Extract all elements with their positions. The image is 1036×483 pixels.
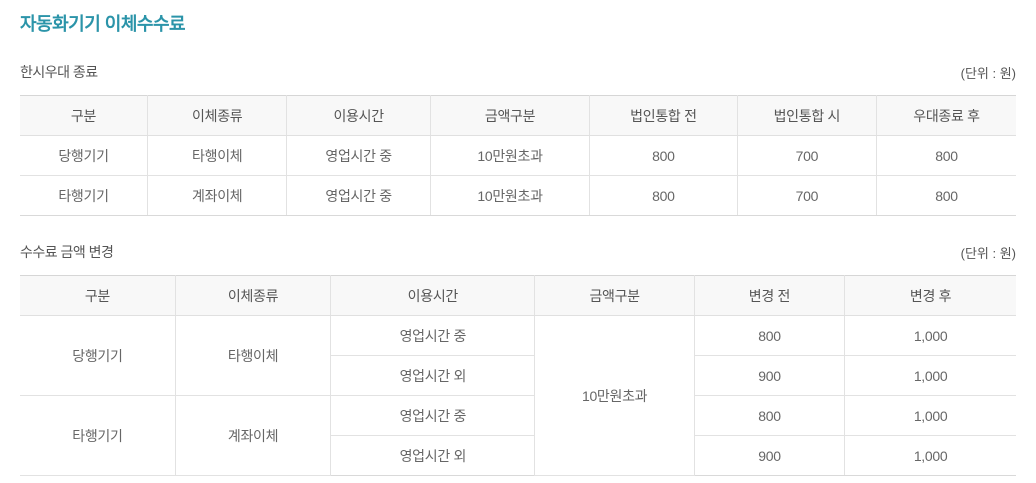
- cell-usage-time: 영업시간 중: [286, 175, 431, 216]
- cell-device: 당행기기: [19, 135, 148, 176]
- header-cell-after-change: 변경 후: [844, 275, 1017, 316]
- header-cell-amount-category: 금액구분: [534, 275, 695, 316]
- header-cell-gubun: 구분: [19, 275, 176, 316]
- table-row: 당행기기 타행이체 영업시간 중 10만원초과 800 700 800: [19, 135, 1017, 176]
- cell-fee-after: 1,000: [844, 395, 1017, 436]
- cell-device: 타행기기: [19, 175, 148, 216]
- header-cell-gubun: 구분: [19, 95, 148, 136]
- table-header-row: 구분 이체종류 이용시간 금액구분 변경 전 변경 후: [19, 275, 1017, 316]
- cell-fee-at-merge: 700: [736, 135, 878, 176]
- cell-transfer-type: 타행이체: [146, 135, 288, 176]
- section-head-ended: 한시우대 종료 (단위 : 원): [20, 62, 1016, 82]
- cell-amount-category: 10만원초과: [534, 315, 695, 476]
- cell-transfer-type: 계좌이체: [146, 175, 288, 216]
- cell-fee-before: 800: [693, 395, 846, 436]
- cell-fee-after-end: 800: [876, 135, 1017, 176]
- cell-usage-time: 영업시간 외: [330, 355, 536, 396]
- section-title-ended: 한시우대 종료: [20, 64, 98, 80]
- header-cell-transfer-type: 이체종류: [174, 275, 332, 316]
- table-row: 영업시간 외 900 1,000: [20, 435, 1017, 476]
- cell-fee-before-merge: 800: [589, 175, 738, 216]
- cell-fee-before: 900: [693, 435, 846, 476]
- cell-transfer-type: 타행이체: [174, 315, 332, 396]
- fee-change-table: 구분 이체종류 이용시간 금액구분 변경 전 변경 후 당행기기 타행이체 영업…: [19, 275, 1017, 476]
- cell-transfer-type: 계좌이체: [174, 395, 332, 476]
- header-cell-before-change: 변경 전: [693, 275, 846, 316]
- unit-label-ended: (단위 : 원): [960, 66, 1016, 81]
- cell-fee-after: 1,000: [844, 435, 1017, 476]
- cell-device: 타행기기: [19, 395, 176, 476]
- cell-fee-before-merge: 800: [589, 135, 738, 176]
- table-row: 타행기기 계좌이체 영업시간 중 800 1,000: [19, 395, 1017, 476]
- table-row: 타행기기 계좌이체 영업시간 중 10만원초과 800 700 800: [19, 175, 1017, 216]
- header-cell-usage-time: 이용시간: [330, 275, 536, 316]
- header-cell-after-end: 우대종료 후: [876, 95, 1017, 136]
- header-cell-usage-time: 이용시간: [286, 95, 431, 136]
- unit-label-change: (단위 : 원): [960, 246, 1016, 261]
- cell-fee-after-end: 800: [876, 175, 1017, 216]
- cell-usage-time: 영업시간 외: [330, 435, 536, 476]
- table-row: 당행기기 타행이체 영업시간 중 10만원초과 800 1,000: [19, 315, 1017, 476]
- cell-usage-time: 영업시간 중: [330, 395, 536, 436]
- cell-fee-after: 1,000: [844, 355, 1017, 396]
- section-head-change: 수수료 금액 변경 (단위 : 원): [20, 242, 1016, 262]
- table-row: 영업시간 외 900 1,000: [20, 355, 1017, 396]
- cell-fee-after: 1,000: [844, 315, 1017, 356]
- header-cell-at-merge: 법인통합 시: [736, 95, 878, 136]
- cell-usage-time: 영업시간 중: [330, 315, 536, 356]
- header-cell-amount-category: 금액구분: [429, 95, 591, 136]
- header-cell-transfer-type: 이체종류: [146, 95, 288, 136]
- cell-fee-before: 800: [693, 315, 846, 356]
- ended-benefit-table: 구분 이체종류 이용시간 금액구분 법인통합 전 법인통합 시 우대종료 후 당…: [19, 95, 1017, 216]
- section-title-change: 수수료 금액 변경: [20, 244, 114, 260]
- page-title: 자동화기기 이체수수료: [20, 14, 186, 34]
- cell-amount-category: 10만원초과: [429, 135, 591, 176]
- cell-fee-before: 900: [693, 355, 846, 396]
- table-header-row: 구분 이체종류 이용시간 금액구분 법인통합 전 법인통합 시 우대종료 후: [19, 95, 1017, 136]
- cell-amount-category: 10만원초과: [429, 175, 591, 216]
- cell-usage-time: 영업시간 중: [286, 135, 431, 176]
- cell-fee-at-merge: 700: [736, 175, 878, 216]
- header-cell-before-merge: 법인통합 전: [589, 95, 738, 136]
- cell-device: 당행기기: [19, 315, 176, 396]
